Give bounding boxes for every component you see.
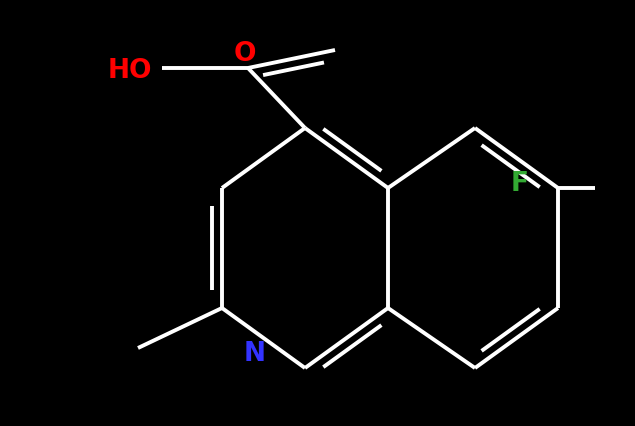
- Text: HO: HO: [108, 58, 152, 84]
- Text: F: F: [511, 171, 529, 197]
- Text: O: O: [234, 41, 257, 67]
- Text: N: N: [244, 341, 266, 367]
